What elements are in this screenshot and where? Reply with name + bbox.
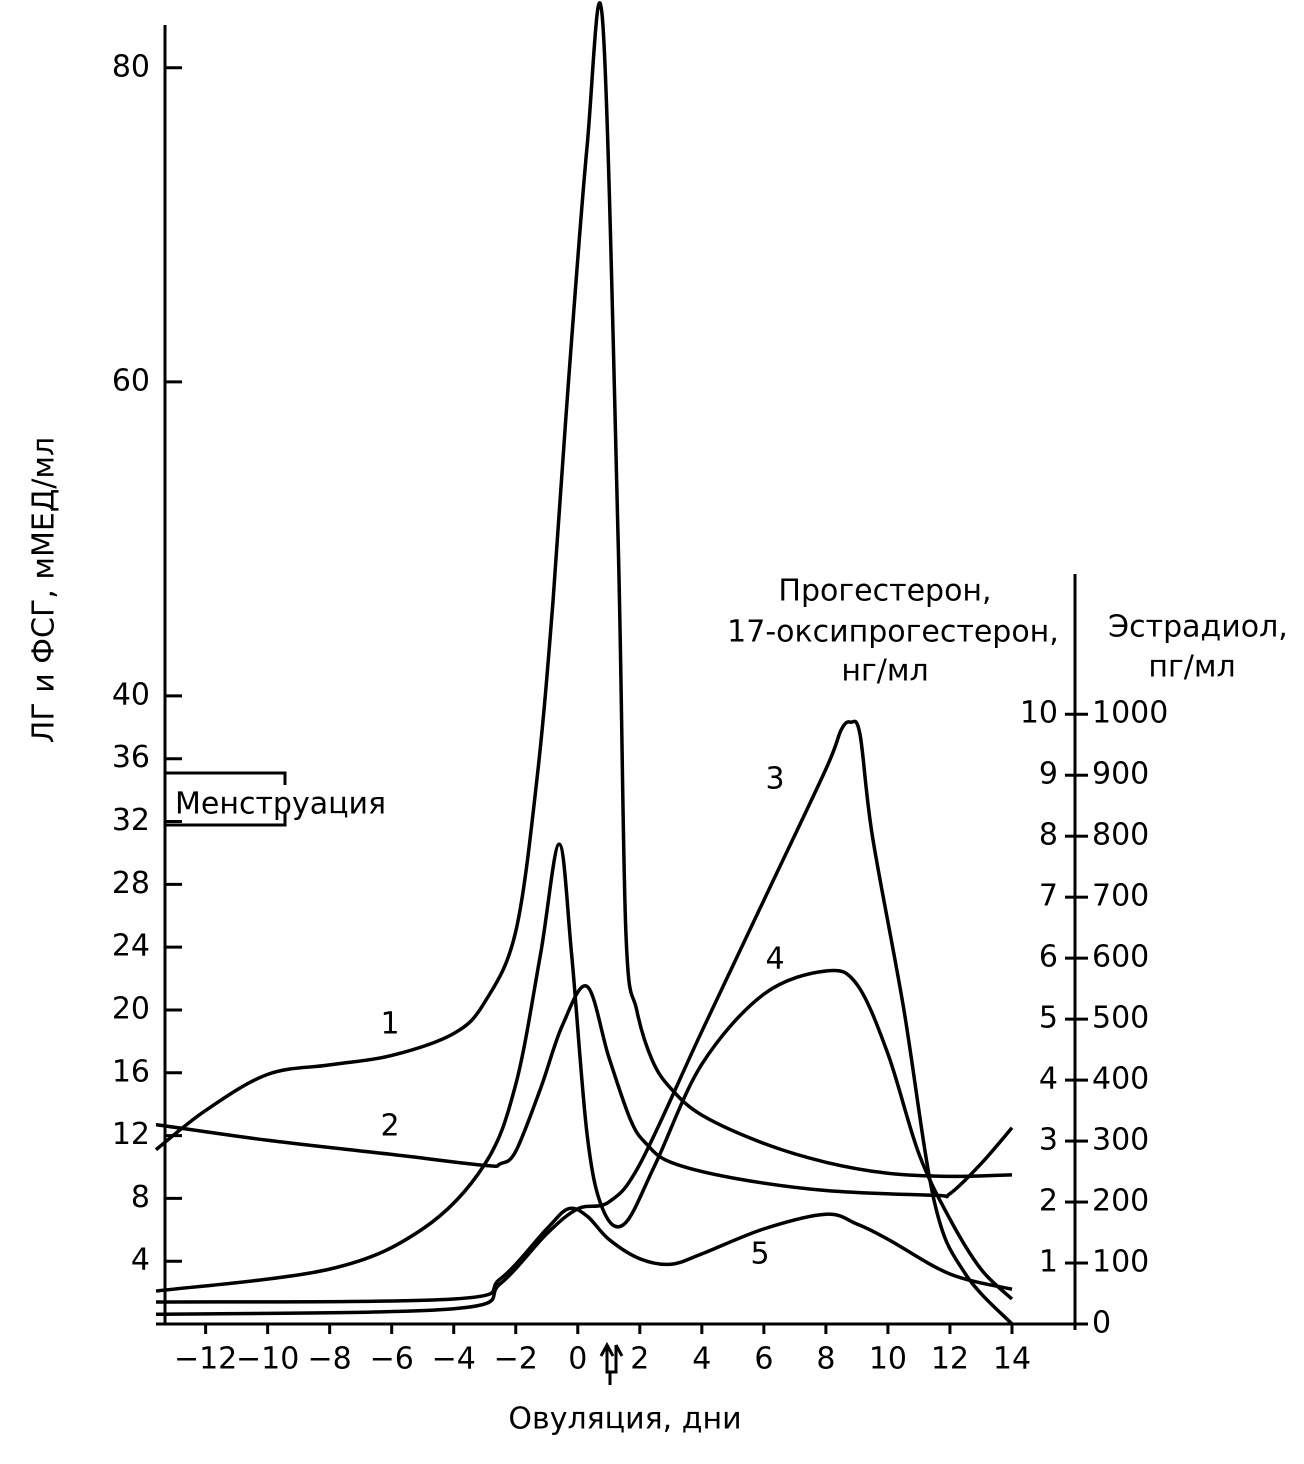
x-tick-label: 4 (692, 1342, 711, 1377)
y-tick-label: 80 (112, 49, 150, 84)
x-tick-label: 10 (869, 1342, 907, 1377)
y3-tick-label: 400 (1092, 1062, 1149, 1097)
x-tick-label: 14 (993, 1342, 1031, 1377)
x-tick-label: 2 (630, 1342, 649, 1377)
y3-tick-label: 0 (1092, 1306, 1111, 1341)
y3-tick-label: 100 (1092, 1245, 1149, 1280)
series-label: 5 (750, 1237, 769, 1272)
y-tick-label: 24 (112, 929, 150, 964)
x-tick-label: −4 (432, 1342, 476, 1377)
annotation: Менструация (175, 787, 386, 822)
y2-tick-label: 9 (1039, 757, 1058, 792)
y-tick-label: 20 (112, 991, 150, 1026)
y3-tick-label: 1000 (1092, 696, 1168, 731)
x-tick-label: −12 (174, 1342, 237, 1377)
y-tick-label: 16 (112, 1054, 150, 1089)
y-tick-label: 12 (112, 1117, 150, 1152)
y3-tick-label: 700 (1092, 879, 1149, 914)
y-tick-label: 4 (131, 1243, 150, 1278)
y2-tick-label: 1 (1039, 1245, 1058, 1280)
series-label: 2 (380, 1109, 399, 1144)
y2-tick-label: 5 (1039, 1001, 1058, 1036)
ovulation-arrows (599, 1341, 624, 1385)
y-axis-label: ЛГ и ФСГ, мМЕД/мл (27, 437, 62, 743)
y2-tick-label: 3 (1039, 1123, 1058, 1158)
y2-tick-label: 7 (1039, 879, 1058, 914)
y3-tick-label: 300 (1092, 1123, 1149, 1158)
line-series (154, 1, 1013, 1179)
y3-tick-label: 800 (1092, 818, 1149, 853)
y-tick-label: 36 (112, 740, 150, 775)
y2-tick-label: 10 (1020, 696, 1058, 731)
x-axis-label: Овуляция, дни (508, 1402, 741, 1437)
y2-axis-label: Прогестерон, (778, 574, 991, 609)
x-tick-label: 0 (568, 1342, 587, 1377)
y3-axis-label: пг/мл (1148, 650, 1235, 685)
series-label: 3 (765, 762, 784, 797)
y-tick-label: 32 (112, 803, 150, 838)
y2-tick-label: 6 (1039, 940, 1058, 975)
y2-axis-label: 17-оксипрогестерон, (727, 615, 1059, 650)
line-series (155, 842, 1014, 1301)
y2-tick-label: 2 (1039, 1184, 1058, 1219)
x-tick-label: 8 (816, 1342, 835, 1377)
x-tick-label: 6 (754, 1342, 773, 1377)
y3-tick-label: 600 (1092, 940, 1149, 975)
x-tick-label: −6 (370, 1342, 414, 1377)
series-label: 1 (380, 1007, 399, 1042)
y-tick-label: 8 (131, 1180, 150, 1215)
x-tick-label: −2 (494, 1342, 538, 1377)
bracket (165, 771, 287, 827)
y2-tick-label: 8 (1039, 818, 1058, 853)
y2-tick-label: 4 (1039, 1062, 1058, 1097)
x-tick-label: 12 (931, 1342, 969, 1377)
y3-axis-label: Эстрадиол, (1108, 610, 1288, 645)
y2-axis-label: нг/мл (841, 654, 928, 689)
y-tick-label: 60 (112, 363, 150, 398)
series-label: 4 (765, 942, 784, 977)
line-series (155, 984, 1014, 1199)
line-series (155, 719, 1014, 1326)
x-tick-label: −10 (236, 1342, 299, 1377)
y3-tick-label: 500 (1092, 1001, 1149, 1036)
y3-tick-label: 900 (1092, 757, 1149, 792)
y-tick-label: 40 (112, 677, 150, 712)
line-series (155, 1206, 1013, 1304)
x-tick-label: −8 (308, 1342, 352, 1377)
y3-tick-label: 200 (1092, 1184, 1149, 1219)
y-tick-label: 28 (112, 866, 150, 901)
